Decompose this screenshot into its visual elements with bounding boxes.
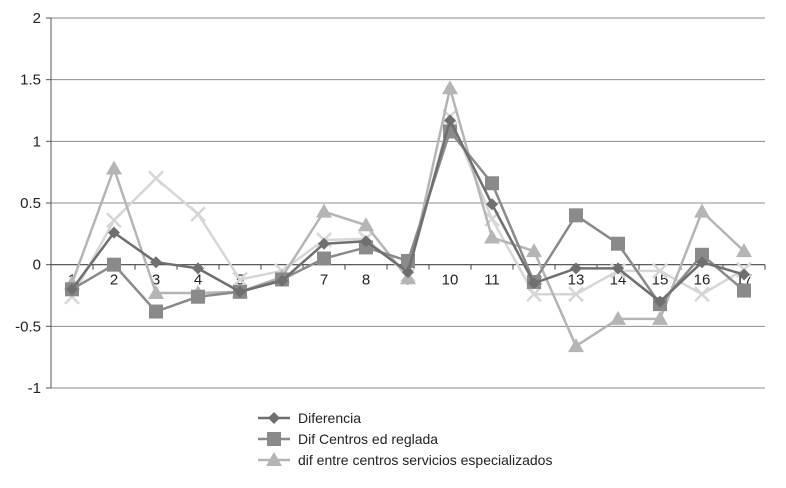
data-point xyxy=(611,236,625,251)
data-point xyxy=(569,208,583,223)
legend-marker xyxy=(268,412,280,424)
data-point xyxy=(444,114,456,127)
data-point xyxy=(106,160,122,175)
data-point xyxy=(526,243,542,258)
x-tick-label: 13 xyxy=(568,272,585,289)
data-point xyxy=(107,257,121,272)
data-point xyxy=(736,243,752,258)
x-tick-label: 8 xyxy=(362,272,370,289)
series-triangle xyxy=(64,80,752,353)
data-point xyxy=(568,338,584,353)
data-point xyxy=(317,251,331,266)
y-tick-label: 0.5 xyxy=(20,195,41,212)
data-point xyxy=(654,295,666,308)
y-tick-label: -0.5 xyxy=(15,318,41,335)
legend-item: dif entre centros servicios especializad… xyxy=(258,452,552,468)
x-tick-label: 10 xyxy=(442,272,459,289)
legend-item: Diferencia xyxy=(258,410,361,426)
data-point xyxy=(192,262,204,275)
data-point xyxy=(150,256,162,269)
data-point xyxy=(694,203,710,218)
data-point xyxy=(652,310,668,325)
data-point xyxy=(612,262,624,275)
data-point xyxy=(695,247,709,262)
data-point xyxy=(360,235,372,248)
data-point xyxy=(358,217,374,232)
data-point xyxy=(738,268,750,281)
data-point xyxy=(66,283,78,296)
legend-label: Dif Centros ed reglada xyxy=(298,431,438,447)
data-point xyxy=(402,266,414,279)
series-line xyxy=(70,87,745,348)
data-point xyxy=(570,262,582,275)
series-square xyxy=(65,124,751,319)
data-point xyxy=(232,271,248,288)
y-tick-label: 2 xyxy=(33,10,41,27)
legend-marker xyxy=(267,432,281,446)
data-point xyxy=(526,286,542,303)
y-tick-label: 0 xyxy=(33,257,41,274)
data-point xyxy=(610,310,626,325)
legend-item: Dif Centros ed reglada xyxy=(258,431,438,447)
y-tick-label: 1.5 xyxy=(20,72,41,89)
data-point xyxy=(528,277,540,290)
data-point xyxy=(737,283,751,298)
legend: Diferencia Dif Centros ed reglada dif entr… xyxy=(258,410,552,468)
data-point xyxy=(234,285,246,298)
x-tick-label: 16 xyxy=(694,272,711,289)
data-point xyxy=(276,274,288,287)
data-point xyxy=(484,229,500,244)
x-tick-label: 11 xyxy=(484,272,500,289)
x-tick-label: 7 xyxy=(320,272,328,289)
data-point xyxy=(190,206,206,222)
data-point xyxy=(318,237,330,250)
y-tick-label: -1 xyxy=(28,380,41,397)
data-point xyxy=(148,285,164,300)
data-point xyxy=(485,176,499,191)
data-point xyxy=(148,170,164,187)
data-point xyxy=(696,256,708,269)
x-tick-label: 3 xyxy=(152,272,160,289)
data-point xyxy=(149,304,163,319)
series-group xyxy=(64,80,752,353)
legend-label: Diferencia xyxy=(298,410,361,426)
legend-marker xyxy=(266,452,282,466)
data-point xyxy=(694,286,710,303)
legend-label: dif entre centros servicios especializad… xyxy=(298,452,552,468)
data-point xyxy=(191,289,205,304)
data-point xyxy=(316,203,332,218)
series-diamond xyxy=(66,114,750,308)
x-tick-label: 2 xyxy=(110,272,118,289)
data-point xyxy=(442,80,458,95)
data-point xyxy=(486,198,498,211)
data-point xyxy=(108,226,120,239)
y-tick-label: 1 xyxy=(33,133,41,150)
data-point xyxy=(652,262,668,279)
x-tick-label: 4 xyxy=(194,272,202,289)
data-point xyxy=(568,286,584,303)
data-point xyxy=(106,212,122,229)
gridlines xyxy=(51,17,765,389)
